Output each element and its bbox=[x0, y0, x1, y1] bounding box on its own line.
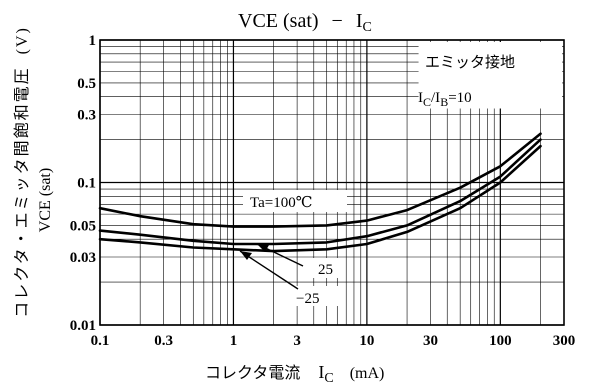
y-tick-label: 0.01 bbox=[70, 318, 96, 334]
y-axis-label-japanese: コレクタ・エミッタ間飽和電圧 (V) bbox=[13, 26, 31, 318]
condition-label: エミッタ接地 bbox=[425, 54, 515, 71]
x-tick-label: 0.1 bbox=[91, 333, 110, 349]
condition-ratio: IC/IB=10 bbox=[418, 90, 472, 109]
x-tick-label: 300 bbox=[553, 333, 576, 349]
y-tick-labels: 0.01 0.03 0.05 0.1 0.3 0.5 1 bbox=[70, 33, 96, 334]
x-tick-label: 3 bbox=[293, 333, 301, 349]
x-tick-label: 10 bbox=[359, 333, 374, 349]
series-line-1 bbox=[98, 138, 542, 246]
chart-title: VCE (sat) − IC bbox=[238, 10, 372, 35]
y-tick-label: 0.05 bbox=[70, 218, 96, 234]
y-tick-label: 0.5 bbox=[77, 76, 96, 92]
condition-box bbox=[418, 42, 562, 109]
x-tick-label: 0.3 bbox=[154, 333, 173, 349]
label-backdrop-minus25 bbox=[294, 286, 340, 306]
y-tick-label: 0.03 bbox=[70, 250, 96, 266]
arrow-minus25c bbox=[239, 250, 299, 290]
series-line-0 bbox=[98, 132, 542, 228]
series-line-2 bbox=[98, 144, 542, 253]
series-layer bbox=[98, 132, 542, 253]
x-tick-labels: 0.1 0.3 1 3 10 30 100 300 bbox=[91, 333, 576, 349]
x-tick-label: 30 bbox=[423, 333, 438, 349]
plot-frame bbox=[99, 39, 565, 326]
series-label-ta-100c: Ta=100℃ bbox=[250, 195, 313, 211]
label-backdrop-100c bbox=[243, 190, 347, 212]
series-label-minus25c: −25 bbox=[296, 291, 319, 307]
x-tick-label: 1 bbox=[230, 333, 238, 349]
series-label-25c: 25 bbox=[318, 262, 333, 278]
x-tick-label: 100 bbox=[489, 333, 512, 349]
y-tick-label: 0.3 bbox=[77, 108, 96, 124]
y-tick-label: 0.1 bbox=[77, 176, 96, 192]
y-tick-label: 1 bbox=[89, 33, 97, 49]
label-backdrop-25 bbox=[313, 258, 343, 278]
y-axis-label-symbol: VCE (sat) bbox=[37, 168, 54, 232]
x-axis-label: コレクタ電流 IC (mA) bbox=[205, 362, 384, 386]
arrow-25c bbox=[256, 243, 304, 267]
